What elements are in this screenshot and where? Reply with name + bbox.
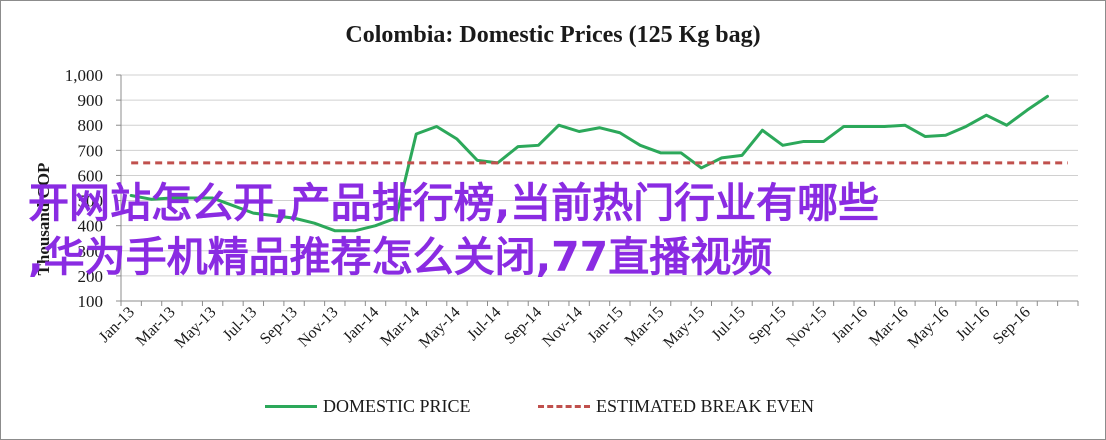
y-tick-label: 600 bbox=[78, 166, 104, 185]
x-tick-label: Jan-15 bbox=[585, 304, 627, 346]
x-tick-label: Jul-14 bbox=[464, 304, 504, 344]
x-tick-label: May-14 bbox=[416, 304, 464, 352]
legend-swatch-estimated-break-even bbox=[538, 405, 590, 408]
series-lines bbox=[129, 94, 1068, 233]
y-tick-labels: 100 200 300 400 500 600 700 800 900 1,000 bbox=[65, 66, 103, 311]
x-tick-label: Nov-15 bbox=[784, 304, 831, 351]
series-line-domestic-price bbox=[129, 94, 1049, 233]
legend-item-estimated-break-even: ESTIMATED BREAK EVEN bbox=[538, 396, 814, 417]
y-tick-label: 1,000 bbox=[65, 66, 103, 85]
y-tick-label: 700 bbox=[78, 141, 104, 160]
y-tick-label: 800 bbox=[78, 116, 104, 135]
y-tick-label: 500 bbox=[78, 192, 104, 211]
x-tick-label: Jul-16 bbox=[953, 304, 993, 344]
chart-legend: DOMESTIC PRICE ESTIMATED BREAK EVEN bbox=[0, 396, 1106, 422]
x-tick-label: Mar-15 bbox=[622, 304, 668, 350]
legend-label-estimated-break-even: ESTIMATED BREAK EVEN bbox=[596, 396, 814, 416]
chart-title: Colombia: Domestic Prices (125 Kg bag) bbox=[345, 22, 761, 48]
x-tick-label: Sep-16 bbox=[990, 304, 1034, 348]
x-tick-label: May-13 bbox=[172, 304, 220, 352]
x-tick-label: May-16 bbox=[905, 304, 953, 352]
x-tick-label: Sep-15 bbox=[746, 304, 790, 348]
x-tick-label: Mar-16 bbox=[866, 304, 912, 350]
y-tick-label: 100 bbox=[78, 292, 104, 311]
x-tick-label: Mar-14 bbox=[377, 304, 423, 350]
legend-swatch-domestic-price bbox=[265, 405, 317, 408]
legend-item-domestic-price: DOMESTIC PRICE bbox=[265, 396, 471, 417]
y-tick-label: 400 bbox=[78, 217, 104, 236]
x-tick-label: Mar-13 bbox=[133, 304, 179, 350]
overlay-watermark-text: 开网站怎么开,产品排行榜,当前热门行业有哪些 ,华为手机精品推荐怎么关闭,77直… bbox=[28, 176, 1088, 284]
x-tick-label: Jul-15 bbox=[709, 304, 749, 344]
axes bbox=[116, 74, 1079, 306]
x-tick-label: Jan-16 bbox=[829, 304, 871, 346]
y-tick-label: 300 bbox=[78, 242, 104, 261]
overlay-line-1: 开网站怎么开,产品排行榜,当前热门行业有哪些 bbox=[28, 179, 880, 227]
x-tick-label: Sep-13 bbox=[257, 304, 301, 348]
x-tick-label: Jul-13 bbox=[220, 304, 260, 344]
overlay-line-2: ,华为手机精品推荐怎么关闭,77直播视频 bbox=[28, 233, 773, 281]
x-tick-label: Jan-14 bbox=[340, 304, 382, 346]
x-tick-label: Nov-13 bbox=[295, 304, 342, 351]
y-tick-label: 900 bbox=[78, 91, 104, 110]
x-tick-label: Nov-14 bbox=[539, 304, 586, 351]
x-tick-label: May-15 bbox=[660, 304, 708, 352]
legend-label-domestic-price: DOMESTIC PRICE bbox=[323, 396, 471, 416]
x-tick-label: Sep-14 bbox=[501, 304, 545, 348]
y-tick-label: 200 bbox=[78, 267, 104, 286]
